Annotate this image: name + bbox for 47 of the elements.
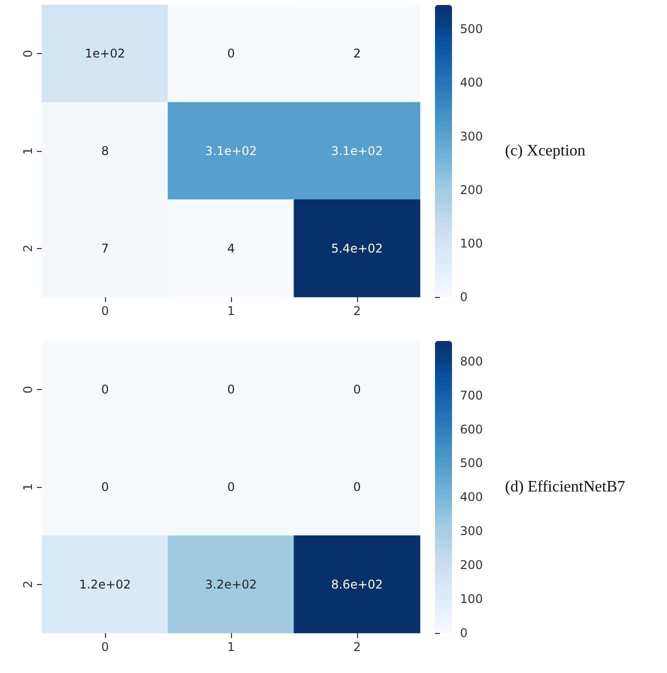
data-label: 0 xyxy=(227,382,235,397)
y-tick-label: 0 xyxy=(21,386,35,394)
x-tick-label: 0 xyxy=(101,304,109,318)
y-tick-label: 1 xyxy=(21,483,35,491)
color-bar-label: 500 xyxy=(460,456,483,470)
data-label: 3.1e+02 xyxy=(205,144,257,158)
text: (d) EfficientNetB7 xyxy=(505,478,626,496)
data-label: 0 xyxy=(101,480,109,494)
color-bar-label: 300 xyxy=(460,524,483,538)
data-label: 7 xyxy=(101,241,109,256)
y-tick-label: 2 xyxy=(21,580,35,588)
color-bar-label: 300 xyxy=(460,129,483,144)
color-bar-label: 500 xyxy=(460,22,483,36)
color-bar-label: 400 xyxy=(460,76,483,90)
color-bar-label: 200 xyxy=(460,182,483,197)
color-bar-label: 600 xyxy=(460,422,483,436)
color-bar-label: 100 xyxy=(460,236,483,250)
data-label: 0 xyxy=(353,480,361,494)
data-label: 4 xyxy=(227,241,235,256)
data-label: 8.6e+02 xyxy=(331,577,383,592)
color-bar-label: 800 xyxy=(460,354,483,368)
color-bar-label: 400 xyxy=(460,490,483,504)
y-tick-label: 1 xyxy=(21,147,35,155)
color-bar-label: 100 xyxy=(460,592,483,606)
data-label: 8 xyxy=(101,144,109,158)
x-tick-label: 0 xyxy=(101,640,109,654)
x-tick-label: 2 xyxy=(353,640,361,654)
data-label: 2 xyxy=(353,46,361,61)
data-label: 0 xyxy=(227,480,235,494)
text: (c) Xception xyxy=(505,142,586,160)
color-bar-label: 0 xyxy=(460,626,468,640)
data-label: 0 xyxy=(101,382,109,397)
data-label: 1.2e+02 xyxy=(79,577,131,592)
data-label: 0 xyxy=(227,46,235,61)
y-tick-label: 2 xyxy=(21,244,35,252)
data-label: 3.2e+02 xyxy=(205,577,257,592)
color-bar-label: 0 xyxy=(460,290,468,304)
x-tick-label: 1 xyxy=(227,304,235,318)
data-label: 3.1e+02 xyxy=(331,144,383,158)
x-tick-label: 1 xyxy=(227,640,235,654)
data-label: 0 xyxy=(353,382,361,397)
color-bar-label: 200 xyxy=(460,558,483,572)
y-tick-label: 0 xyxy=(21,50,35,58)
color-bar-label: 700 xyxy=(460,388,483,402)
data-label: 1e+02 xyxy=(84,46,126,61)
data-label: 5.4e+02 xyxy=(331,241,383,256)
x-tick-label: 2 xyxy=(353,304,361,318)
